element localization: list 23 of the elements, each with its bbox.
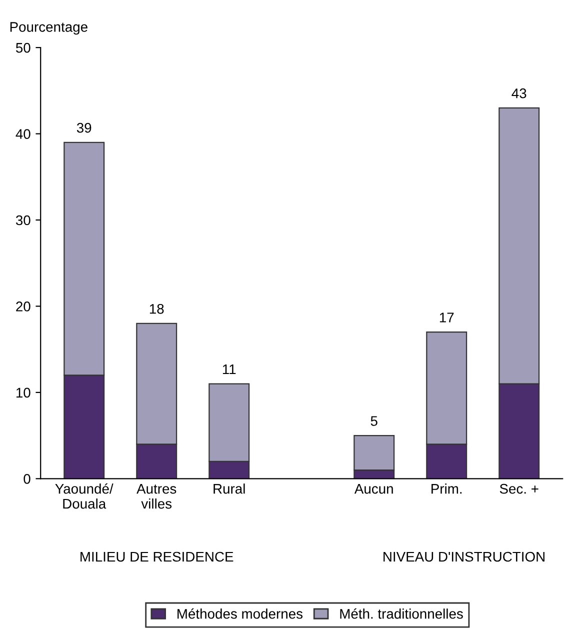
y-axis-title: Pourcentage — [10, 22, 88, 35]
total-label: 17 — [440, 312, 454, 322]
x-tick-label: Autres villes — [136, 484, 176, 509]
total-label: 5 — [370, 416, 378, 426]
x-tick-label: Prim. — [432, 484, 462, 494]
y-tick-label: 30 — [16, 215, 30, 226]
total-label: 11 — [222, 364, 236, 374]
x-tick-label: Yaoundé/ Douala — [55, 483, 114, 509]
legend-label: Méthodes modernes — [178, 608, 303, 619]
y-tick-label: 20 — [16, 302, 30, 312]
y-tick-label: 10 — [16, 388, 30, 398]
y-tick-label: 40 — [16, 129, 30, 139]
text: NIVEAU D'INSTRUCTION — [384, 552, 544, 562]
y-tick-label: 0 — [24, 474, 30, 484]
x-tick-label: Aucun — [354, 484, 393, 494]
legend-label: Méth. traditionnelles — [340, 608, 463, 619]
x-tick-label: Rural — [214, 484, 245, 494]
total-label: 39 — [76, 122, 92, 133]
y-tick-label: 50 — [16, 42, 30, 53]
text: MILIEU DE RESIDENCE — [80, 552, 234, 562]
total-label: 18 — [150, 304, 164, 314]
x-tick-label: Sec. + — [500, 484, 538, 494]
total-label: 43 — [512, 88, 526, 98]
